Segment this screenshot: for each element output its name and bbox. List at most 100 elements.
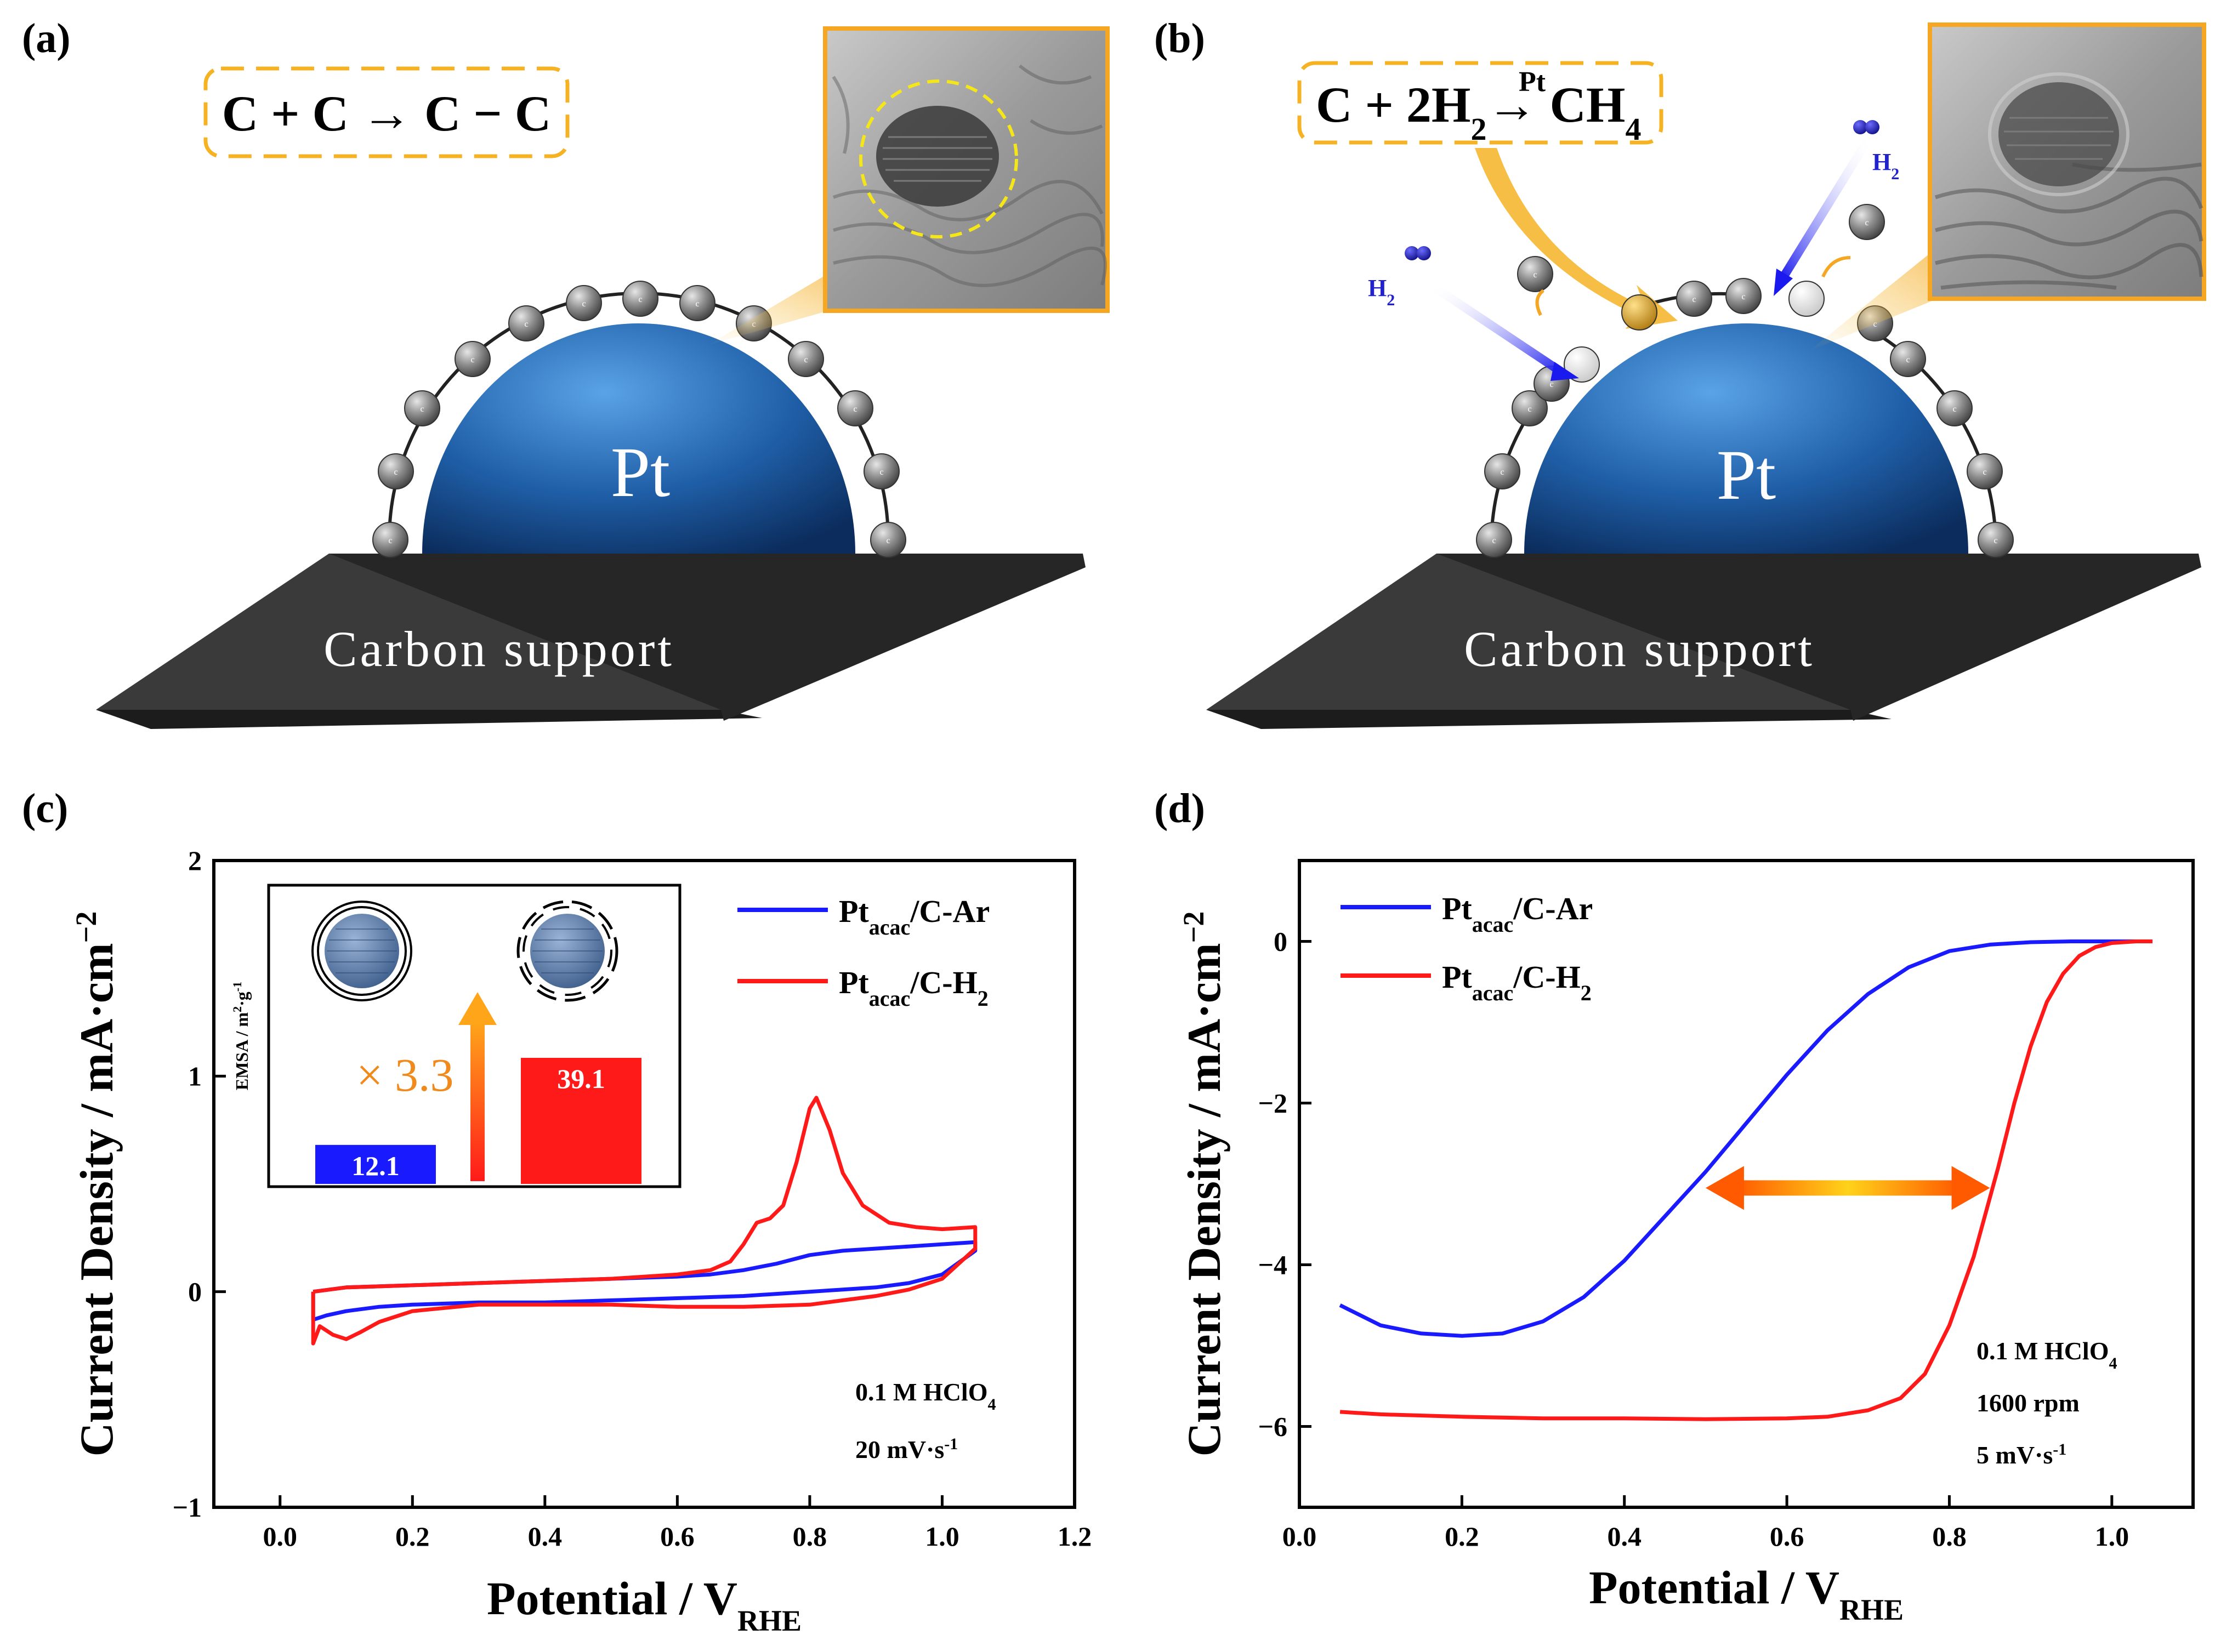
c-xtick-label: 1.0 bbox=[925, 1521, 959, 1552]
condition-d-electrolyte-sub: 4 bbox=[2109, 1354, 2117, 1372]
legend-d-h2-sub: acac bbox=[1472, 981, 1514, 1005]
d-xtick-label: 0.6 bbox=[1770, 1521, 1804, 1552]
legend-d-h2-main: Pt bbox=[1442, 959, 1472, 995]
axis-ticks-c: 0.0 0.2 0.4 0.6 0.8 1.0 1.2 −1 0 1 2 bbox=[173, 845, 1092, 1552]
svg-text:c: c bbox=[1865, 218, 1868, 227]
pt-particle-b bbox=[1524, 323, 1968, 554]
carbon-atom: c bbox=[1890, 341, 1926, 377]
x-axis-label-d-main: Potential / V bbox=[1589, 1561, 1839, 1614]
c-xtick-label: 1.2 bbox=[1058, 1521, 1092, 1552]
d-ytick-label: 0 bbox=[1274, 926, 1287, 957]
carbon-atom: c bbox=[1936, 390, 1973, 426]
c-xtick-label: 0.2 bbox=[395, 1521, 430, 1552]
h2-right-sub: 2 bbox=[1891, 165, 1899, 183]
tem-image-a bbox=[823, 26, 1110, 313]
svg-text:c: c bbox=[1492, 536, 1496, 545]
legend-c-ar-text: Ptacac/C-Ar bbox=[839, 893, 990, 939]
emsa-increase-arrow bbox=[470, 1022, 485, 1181]
legend-d-ar-suffix: /C-Ar bbox=[1513, 891, 1593, 926]
support-label-a: Carbon support bbox=[323, 621, 674, 677]
carbon-atom: c bbox=[378, 453, 414, 489]
y-axis-label-c-main: Current Density / mA·cm bbox=[70, 943, 123, 1456]
pt-particle-a bbox=[422, 323, 855, 554]
equation-b-right-sub: 4 bbox=[1625, 111, 1641, 147]
hydrogen-atom bbox=[1788, 281, 1825, 317]
panel-a-label: (a) bbox=[22, 15, 71, 61]
svg-text:c: c bbox=[879, 468, 883, 477]
equation-b-catalyst: Pt bbox=[1519, 66, 1546, 98]
c-ytick-label: 0 bbox=[188, 1277, 202, 1307]
condition-c-scanrate-main: 20 mV·s bbox=[855, 1435, 944, 1463]
panel-b: (b) C + 2H2→ CH4 Pt Carbon support Pt cc… bbox=[1154, 15, 2206, 729]
shift-arrow-head-right bbox=[1951, 1166, 1990, 1210]
carbon-atom: c bbox=[622, 281, 658, 317]
y-axis-label-d-sup: −2 bbox=[1177, 912, 1210, 943]
h2-left-label: H bbox=[1368, 275, 1387, 301]
svg-text:c: c bbox=[1692, 295, 1696, 304]
d-ytick-label: −4 bbox=[1258, 1250, 1288, 1280]
emsa-bar-ar bbox=[315, 1144, 436, 1184]
pt-label-a: Pt bbox=[611, 433, 670, 512]
c-xtick-label: 0.6 bbox=[660, 1521, 695, 1552]
emsa-increase-arrowhead bbox=[458, 992, 497, 1025]
equation-b-sub: 2 bbox=[1470, 111, 1486, 147]
emsa-inset-ylabel-sup2: -1 bbox=[230, 982, 244, 992]
half-wave-shift-arrow bbox=[1705, 1166, 1990, 1210]
svg-text:H2: H2 bbox=[1872, 149, 1899, 183]
h2-right: H2 bbox=[1774, 120, 1899, 296]
y-axis-label-c-sup: −2 bbox=[70, 912, 103, 943]
carbon-support-a bbox=[96, 554, 1086, 729]
c-ytick-label: 2 bbox=[188, 845, 202, 876]
legend-c-h2-suffix: /C-H bbox=[910, 965, 977, 1000]
svg-text:c: c bbox=[1527, 405, 1531, 414]
emsa-inset-ylabel-sup1: 2 bbox=[230, 1006, 244, 1012]
legend-c-ar-suffix: /C-Ar bbox=[910, 893, 990, 929]
c-xtick-label: 0.0 bbox=[263, 1521, 298, 1552]
carbon-support-b bbox=[1206, 554, 2201, 729]
legend-c-h2-sub: acac bbox=[869, 986, 911, 1011]
panel-b-label: (b) bbox=[1154, 15, 1205, 61]
d-xtick-label: 0.0 bbox=[1282, 1521, 1317, 1552]
emsa-inset-ylabel-main: EMSA / m bbox=[232, 1012, 252, 1091]
d-xtick-label: 0.8 bbox=[1932, 1521, 1967, 1552]
shift-arrow-head-left bbox=[1705, 1166, 1744, 1210]
svg-text:c: c bbox=[1549, 380, 1553, 389]
emsa-inset: EMSA / m2·g-1 12.1 39.1 × 3.3 bbox=[230, 884, 681, 1188]
panel-d-label: (d) bbox=[1154, 785, 1205, 831]
nanoparticle-ar-icon bbox=[311, 901, 412, 1001]
svg-text:c: c bbox=[853, 405, 857, 414]
panel-a: (a) C + C → C − C Carbon support Pt c c c c… bbox=[22, 15, 1110, 729]
c-xtick-label: 0.8 bbox=[793, 1521, 827, 1552]
panel-c: (c) 0.0 0.2 0.4 0.6 0.8 1.0 1.2 −1 0 1 2 Potential… bbox=[22, 785, 1092, 1637]
carbon-atom: c bbox=[1978, 522, 2014, 558]
hydrogen-atom bbox=[1564, 346, 1600, 383]
plot-frame-c bbox=[212, 859, 1076, 1509]
equation-box-a bbox=[203, 66, 570, 158]
carbon-atom: c bbox=[372, 522, 408, 558]
legend-c-ar-main: Pt bbox=[839, 893, 869, 929]
condition-c-electrolyte-main: 0.1 M HClO bbox=[855, 1378, 987, 1406]
d-ytick-label: −2 bbox=[1258, 1088, 1288, 1119]
c-ytick-label: −1 bbox=[173, 1492, 202, 1523]
d-xtick-label: 1.0 bbox=[2095, 1521, 2129, 1552]
x-axis-label-c: Potential / VRHE bbox=[487, 1572, 802, 1637]
svg-text:c: c bbox=[420, 405, 424, 414]
svg-text:c: c bbox=[1952, 405, 1956, 414]
d-ytick-label: −6 bbox=[1258, 1411, 1288, 1442]
reaction-swoop bbox=[1475, 148, 1678, 329]
condition-c-scanrate-sup: -1 bbox=[944, 1435, 958, 1453]
legend-d-h2-suffix-sub: 2 bbox=[1581, 981, 1592, 1005]
carbon-atom-reacting bbox=[1621, 294, 1657, 331]
y-axis-label-d-main: Current Density / mA·cm bbox=[1178, 943, 1230, 1456]
plot-frame-d bbox=[1298, 859, 2195, 1509]
carbon-atom: c bbox=[1476, 522, 1512, 558]
legend-d-h2-suffix: /C-H bbox=[1513, 959, 1580, 995]
carbon-atom-released: c bbox=[1849, 204, 1885, 240]
lsv-line-ar bbox=[1339, 939, 2153, 1338]
panel-c-label: (c) bbox=[22, 785, 68, 831]
h2-right-label: H bbox=[1872, 149, 1891, 175]
condition-d-scanrate-main: 5 mV·s bbox=[1977, 1441, 2053, 1469]
legend-c-h2-main: Pt bbox=[839, 965, 869, 1000]
emsa-factor-label: × 3.3 bbox=[356, 1049, 454, 1101]
